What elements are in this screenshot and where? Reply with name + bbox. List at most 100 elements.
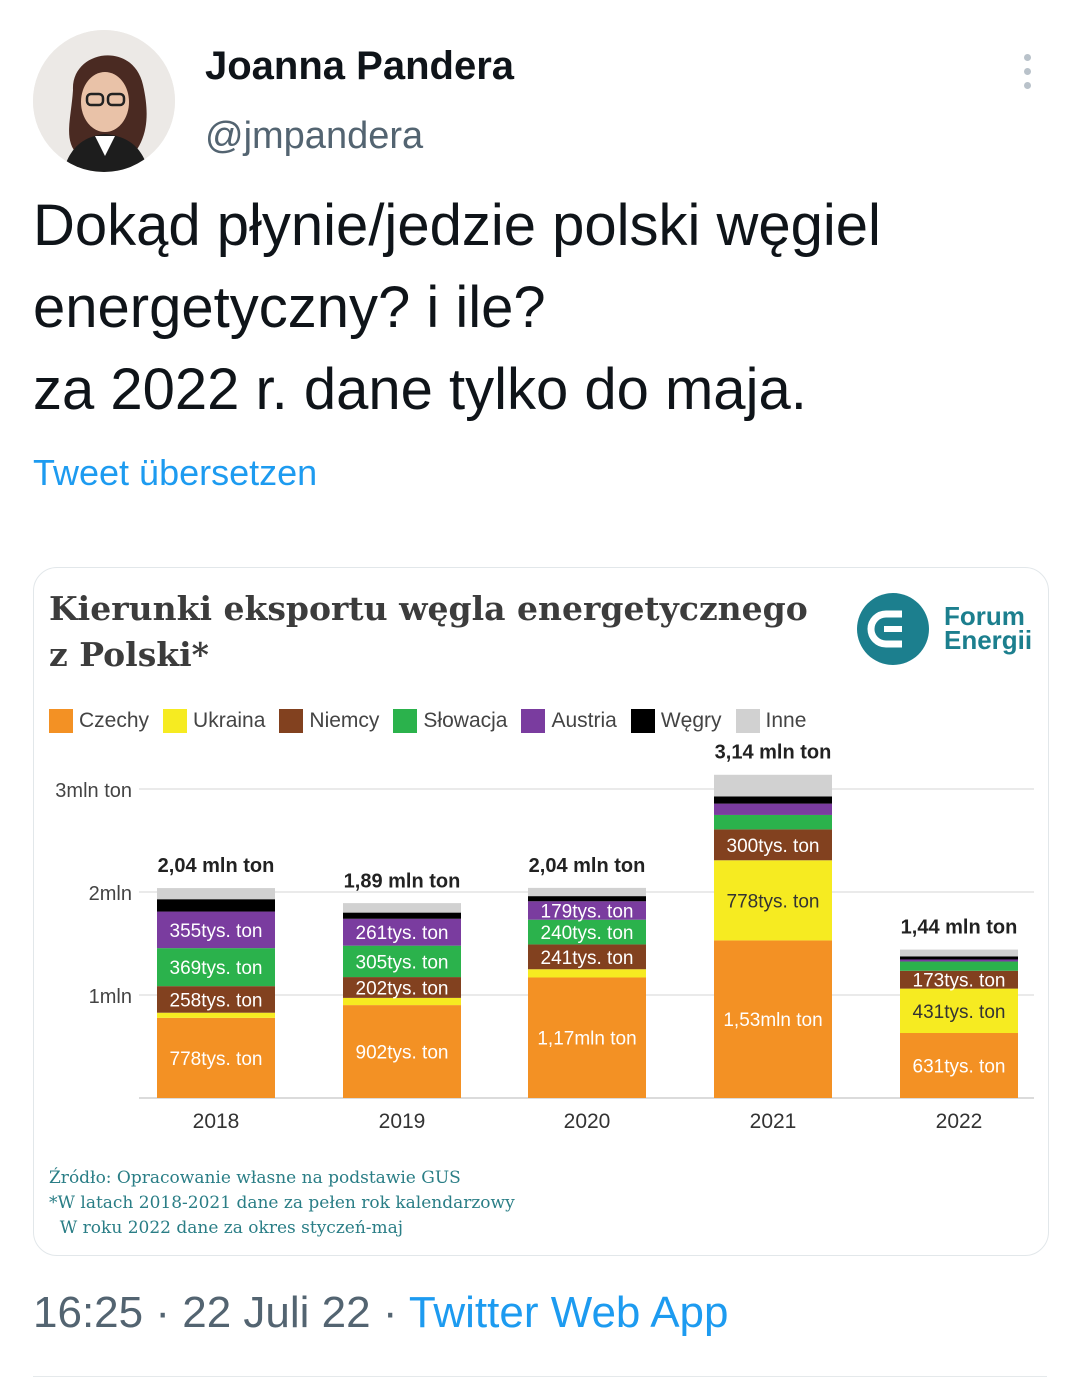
x-tick-label: 2019 — [379, 1110, 426, 1133]
data-label: 240tys. ton — [541, 923, 634, 944]
y-tick-label: 3mln ton — [55, 780, 132, 802]
data-label: 431tys. ton — [913, 1002, 1006, 1023]
bar-segment — [528, 969, 646, 978]
bar-segment — [157, 888, 275, 900]
bar-segment — [714, 860, 832, 941]
data-label: 305tys. ton — [356, 952, 449, 973]
x-tick-label: 2020 — [564, 1110, 611, 1133]
stacked-bar-chart: 3mln ton 2mln 1mln 778tys. ton 258tys. ton 36… — [55, 742, 1034, 1133]
bar-segment — [714, 803, 832, 815]
avatar[interactable] — [33, 30, 175, 172]
bar-segment — [714, 940, 832, 1098]
x-tick-label: 2021 — [750, 1110, 797, 1133]
x-tick-label: 2018 — [193, 1110, 240, 1133]
bar-segment — [157, 1017, 275, 1098]
total-label: 2,04 mln ton — [529, 855, 646, 877]
legend-label: Węgry — [660, 709, 722, 732]
bar-segment — [343, 918, 461, 946]
bar-segment — [900, 961, 1018, 971]
author-name[interactable]: Joanna Pandera — [205, 44, 515, 88]
bar-segment — [528, 919, 646, 945]
chart-source-note: Źródło: Opracowanie własne na podstawie … — [49, 1166, 515, 1241]
bar-segment — [157, 911, 275, 949]
tweet-time[interactable]: 16:25 — [33, 1288, 144, 1337]
bar-segment — [528, 901, 646, 920]
data-label: 261tys. ton — [356, 923, 449, 944]
legend-item: Niemcy — [279, 709, 379, 733]
y-tick-label: 2mln — [89, 883, 132, 905]
separator: · — [382, 1288, 398, 1337]
bar-segment — [714, 796, 832, 804]
total-label: 1,44 mln ton — [901, 917, 1018, 939]
tweet-text-line: za 2022 r. dane tylko do maja. — [33, 357, 807, 422]
tweet-text-line: energetyczny? i ile? — [33, 275, 546, 340]
legend-item: Austria — [521, 709, 617, 733]
legend-item: Węgry — [630, 709, 722, 733]
tweet-media-image[interactable]: Kierunki eksportu węgla energetycznego z… — [33, 567, 1049, 1256]
avatar-image — [33, 30, 175, 172]
bar-segment — [528, 944, 646, 970]
bar-segment — [343, 997, 461, 1006]
x-tick-label: 2022 — [936, 1110, 983, 1133]
bar-segment — [714, 829, 832, 861]
bar-segment — [343, 945, 461, 978]
source-app-link[interactable]: Twitter Web App — [408, 1288, 729, 1337]
data-label: 369tys. ton — [170, 958, 263, 979]
total-label: 1,89 mln ton — [344, 870, 461, 892]
forum-energii-logo-icon — [857, 593, 929, 665]
tweet-date[interactable]: 22 Juli 22 — [182, 1288, 371, 1337]
legend-swatch — [735, 709, 760, 733]
tweet-text-line: Dokąd płynie/jedzie polski węgiel — [33, 193, 881, 258]
legend-item: Czechy — [49, 709, 149, 733]
bar-segment — [157, 986, 275, 1013]
data-label: 778tys. ton — [727, 891, 820, 912]
data-label: 778tys. ton — [170, 1049, 263, 1070]
bar-segment — [900, 949, 1018, 957]
bar-segment — [528, 896, 646, 902]
tweet-text: Dokąd płynie/jedzie polski węgiel energe… — [33, 185, 1043, 431]
source-line: Źródło: Opracowanie własne na podstawie … — [49, 1168, 461, 1188]
data-label: 241tys. ton — [541, 948, 634, 969]
author-handle[interactable]: @jmpandera — [205, 115, 424, 157]
data-label: 902tys. ton — [356, 1043, 449, 1064]
forum-energii-logo-text: Forum Energii — [944, 603, 1032, 653]
data-label: 1,17mln ton — [537, 1029, 636, 1050]
bar-segment — [528, 887, 646, 897]
bar-segment — [714, 814, 832, 830]
chart-title: Kierunki eksportu węgla energetycznego z… — [49, 589, 808, 674]
legend-label: Słowacja — [423, 709, 508, 732]
legend-swatch — [630, 709, 655, 733]
legend-swatch — [393, 709, 418, 733]
chart-legend: Czechy Ukraina Niemcy Słowacja Austria Węgry I… — [49, 706, 820, 736]
bar-segment — [528, 977, 646, 1098]
legend-label: Czechy — [79, 709, 150, 732]
data-label: 179tys. ton — [541, 901, 634, 922]
separator: · — [155, 1288, 170, 1337]
legend-item: Inne — [735, 709, 807, 733]
more-options-icon[interactable] — [1012, 54, 1042, 94]
bar-segment — [714, 774, 832, 797]
bar-segment — [343, 903, 461, 913]
data-label: 202tys. ton — [356, 978, 449, 999]
total-label: 3,14 mln ton — [715, 742, 832, 764]
bar-segment — [157, 1012, 275, 1018]
translate-tweet-link[interactable]: Tweet übersetzen — [33, 452, 318, 493]
bar-segment — [343, 977, 461, 998]
total-label: 2,04 mln ton — [158, 855, 275, 877]
legend-label: Inne — [765, 709, 807, 732]
bar-segment — [900, 959, 1018, 962]
divider — [33, 1376, 1047, 1377]
bar-segment — [157, 899, 275, 912]
tweet-metadata: 16:25 · 22 Juli 22 · Twitter Web App — [33, 1288, 728, 1338]
y-tick-label: 1mln — [89, 986, 132, 1008]
data-label: 258tys. ton — [170, 990, 263, 1011]
legend-swatch — [163, 709, 188, 733]
data-label: 173tys. ton — [913, 971, 1006, 992]
bar-segment — [343, 1005, 461, 1098]
bar-segment — [343, 912, 461, 919]
legend-swatch — [279, 709, 304, 733]
data-label: 355tys. ton — [170, 921, 263, 942]
bar-segment — [900, 956, 1018, 960]
legend-label: Ukraina — [193, 709, 266, 732]
legend-swatch — [521, 709, 546, 733]
